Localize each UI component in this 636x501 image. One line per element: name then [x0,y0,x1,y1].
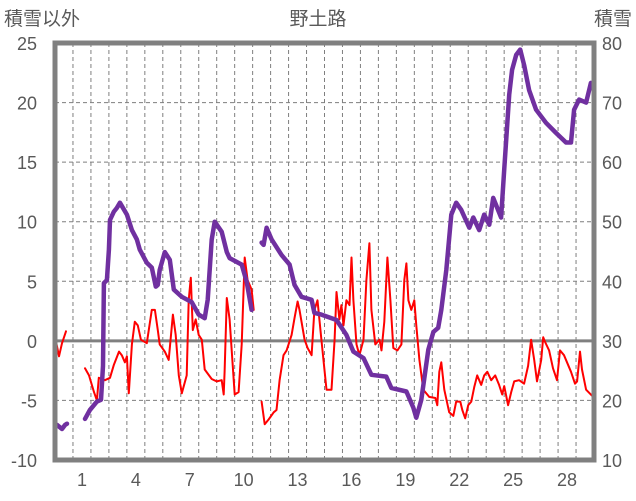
left-tick-label: 0 [27,332,37,352]
left-tick-label: -5 [21,391,37,411]
x-tick-label: 19 [395,470,415,490]
snow-depth-line [54,421,70,432]
other-line [55,330,67,358]
x-tick-label: 1 [77,470,87,490]
right-tick-label: 60 [602,153,622,173]
left-tick-label: 20 [17,94,37,114]
axes [52,40,597,463]
series-lines [54,47,594,432]
x-tick-label: 28 [557,470,577,490]
left-tick-label: 5 [27,272,37,292]
right-axis-title: 積雪 [594,8,632,30]
other-line [260,242,593,426]
x-tick-label: 13 [288,470,308,490]
left-axis-title: 積雪以外 [4,8,80,30]
x-tick-label: 4 [131,470,141,490]
right-tick-label: 80 [602,34,622,54]
x-tick-label: 25 [503,470,523,490]
snow-depth-line [259,47,594,420]
x-tick-label: 10 [234,470,254,490]
left-tick-label: -10 [11,451,37,471]
gridlines [55,43,594,460]
right-tick-label: 10 [602,451,622,471]
right-tick-label: 30 [602,332,622,352]
right-tick-label: 20 [602,391,622,411]
right-tick-label: 40 [602,272,622,292]
left-tick-label: 15 [17,153,37,173]
plot-border [52,40,597,463]
left-tick-label: 25 [17,34,37,54]
right-tick-label: 70 [602,94,622,114]
x-tick-label: 16 [341,470,361,490]
chart-title: 野土路 [289,8,346,30]
left-tick-label: 10 [17,213,37,233]
right-tick-label: 50 [602,213,622,233]
snow-depth-line [82,200,254,422]
x-tick-label: 22 [449,470,469,490]
x-tick-label: 7 [185,470,195,490]
other-line [84,256,255,402]
